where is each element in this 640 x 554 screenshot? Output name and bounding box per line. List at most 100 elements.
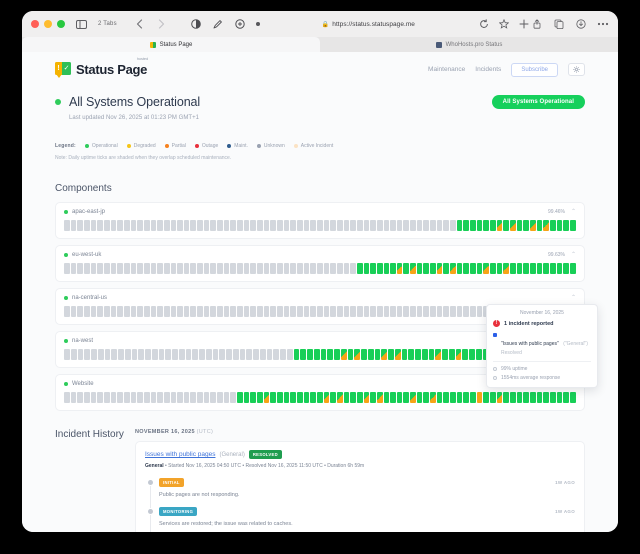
uptime-tick[interactable]: [569, 392, 576, 403]
uptime-tick[interactable]: [415, 349, 421, 360]
uptime-tick[interactable]: [210, 392, 217, 403]
uptime-tick[interactable]: [243, 220, 250, 231]
nav-link-incidents[interactable]: Incidents: [475, 66, 502, 73]
uptime-tick[interactable]: [343, 306, 350, 317]
uptime-tick[interactable]: [374, 349, 381, 360]
uptime-tick[interactable]: [199, 349, 205, 360]
uptime-tick[interactable]: [350, 263, 356, 274]
uptime-tick[interactable]: [177, 263, 183, 274]
uptime-tick[interactable]: [64, 349, 70, 360]
uptime-tick[interactable]: [110, 392, 117, 403]
uptime-tick[interactable]: [177, 220, 183, 231]
uptime-tick[interactable]: [390, 263, 396, 274]
uptime-tick[interactable]: [270, 392, 276, 403]
uptime-tick[interactable]: [178, 349, 185, 360]
uptime-tick[interactable]: [203, 392, 210, 403]
uptime-tick[interactable]: [336, 263, 343, 274]
uptime-tick[interactable]: [117, 306, 123, 317]
uptime-tick[interactable]: [123, 263, 130, 274]
uptime-tick[interactable]: [436, 392, 443, 403]
uptime-tick[interactable]: [361, 349, 367, 360]
uptime-tick[interactable]: [396, 306, 403, 317]
uptime-tick[interactable]: [97, 349, 104, 360]
uptime-tick[interactable]: [456, 392, 463, 403]
uptime-tick[interactable]: [77, 220, 83, 231]
uptime-tick[interactable]: [423, 263, 430, 274]
uptime-tick[interactable]: [456, 220, 463, 231]
uptime-tick[interactable]: [183, 306, 190, 317]
uptime-tick[interactable]: [556, 263, 563, 274]
uptime-tick[interactable]: [90, 220, 97, 231]
uptime-tick[interactable]: [223, 306, 230, 317]
uptime-tick[interactable]: [143, 392, 150, 403]
uptime-tick[interactable]: [110, 263, 117, 274]
uptime-tick[interactable]: [563, 392, 569, 403]
uptime-tick[interactable]: [529, 392, 536, 403]
uptime-tick[interactable]: [536, 392, 543, 403]
uptime-tick[interactable]: [203, 306, 210, 317]
uptime-tick[interactable]: [172, 349, 178, 360]
uptime-tick[interactable]: [430, 392, 436, 403]
uptime-tick[interactable]: [130, 392, 137, 403]
uptime-tick[interactable]: [336, 306, 343, 317]
uptime-tick[interactable]: [543, 263, 549, 274]
uptime-tick[interactable]: [363, 392, 370, 403]
uptime-tick[interactable]: [237, 392, 243, 403]
uptime-tick[interactable]: [363, 306, 370, 317]
uptime-tick[interactable]: [523, 263, 529, 274]
reload-icon[interactable]: [477, 18, 490, 31]
uptime-tick[interactable]: [237, 263, 243, 274]
uptime-tick[interactable]: [185, 349, 192, 360]
uptime-tick[interactable]: [273, 349, 279, 360]
uptime-tick[interactable]: [430, 263, 436, 274]
uptime-tick[interactable]: [91, 349, 97, 360]
uptime-tick[interactable]: [210, 306, 217, 317]
uptime-tick[interactable]: [316, 306, 323, 317]
uptime-tick[interactable]: [443, 306, 450, 317]
uptime-tick[interactable]: [243, 263, 250, 274]
new-tab-icon[interactable]: [517, 18, 530, 31]
minimize-window-button[interactable]: [44, 20, 52, 28]
uptime-tick[interactable]: [259, 349, 266, 360]
uptime-tick[interactable]: [450, 306, 456, 317]
uptime-tick[interactable]: [356, 392, 363, 403]
uptime-tick[interactable]: [529, 263, 536, 274]
uptime-tick[interactable]: [150, 263, 157, 274]
tab-status-page[interactable]: Status Page: [22, 37, 320, 52]
uptime-tick[interactable]: [130, 306, 137, 317]
uptime-tick[interactable]: [556, 392, 563, 403]
chevron-up-icon[interactable]: ⌃: [570, 295, 576, 301]
chevron-up-icon[interactable]: ⌃: [570, 209, 576, 215]
uptime-tick[interactable]: [296, 392, 303, 403]
uptime-tick[interactable]: [197, 306, 203, 317]
uptime-tick[interactable]: [150, 220, 157, 231]
uptime-tick[interactable]: [77, 349, 84, 360]
uptime-tick[interactable]: [239, 349, 246, 360]
uptime-tick[interactable]: [270, 306, 276, 317]
uptime-tick[interactable]: [290, 306, 296, 317]
uptime-tick[interactable]: [396, 220, 403, 231]
uptime-tick[interactable]: [64, 220, 70, 231]
uptime-tick[interactable]: [64, 263, 70, 274]
uptime-tick[interactable]: [90, 306, 97, 317]
uptime-tick[interactable]: [390, 306, 396, 317]
uptime-tick[interactable]: [330, 220, 336, 231]
uptime-tick[interactable]: [190, 306, 197, 317]
uptime-tick[interactable]: [503, 392, 509, 403]
uptime-tick[interactable]: [217, 392, 223, 403]
uptime-tick[interactable]: [219, 349, 225, 360]
uptime-tick[interactable]: [103, 306, 110, 317]
uptime-tick[interactable]: [476, 392, 483, 403]
uptime-tick[interactable]: [230, 306, 237, 317]
uptime-tick[interactable]: [210, 220, 217, 231]
uptime-tick[interactable]: [403, 306, 410, 317]
uptime-tick[interactable]: [469, 349, 475, 360]
uptime-tick[interactable]: [97, 306, 103, 317]
uptime-tick[interactable]: [376, 220, 383, 231]
back-icon[interactable]: [133, 18, 146, 31]
uptime-tick[interactable]: [117, 392, 123, 403]
uptime-tick[interactable]: [428, 349, 435, 360]
uptime-tick[interactable]: [257, 220, 263, 231]
uptime-tick[interactable]: [157, 220, 163, 231]
uptime-tick[interactable]: [230, 263, 237, 274]
